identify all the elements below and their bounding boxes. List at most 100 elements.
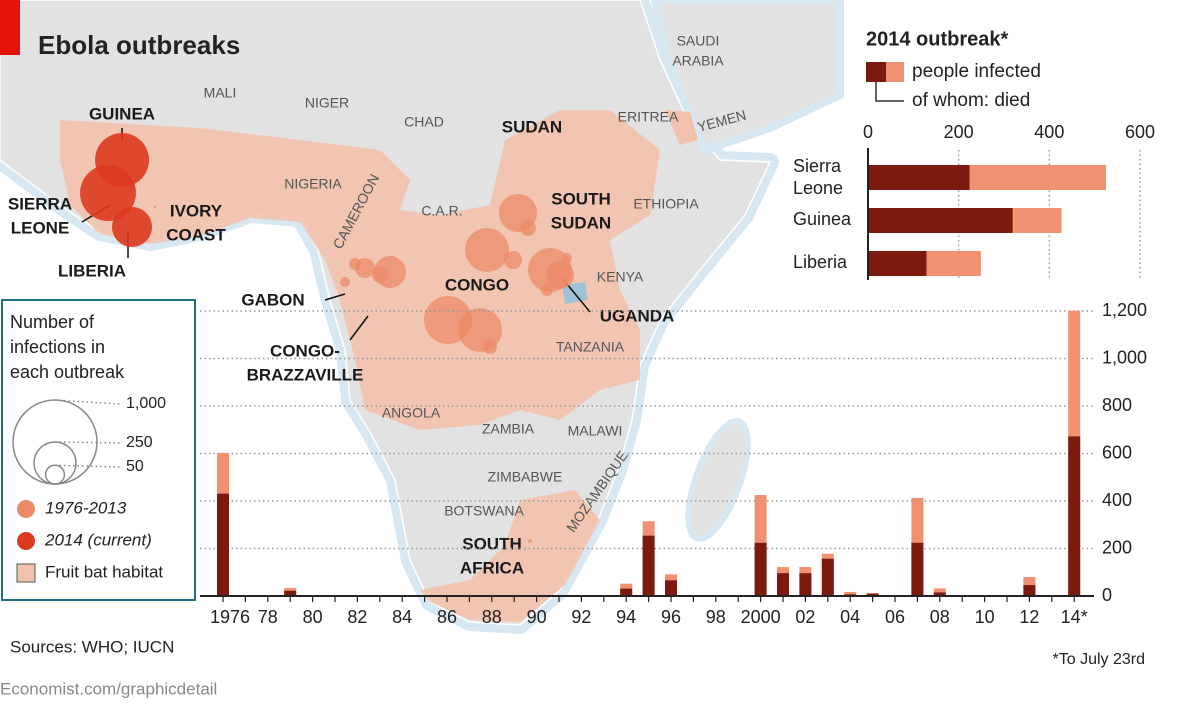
outbreak-label: CONGO- xyxy=(270,341,340,360)
legend-swatch xyxy=(17,500,35,518)
legend-swatch xyxy=(886,62,904,82)
y-tick-label: 800 xyxy=(1102,395,1132,415)
bar xyxy=(868,208,1013,233)
outbreak-bubble xyxy=(111,206,153,248)
legend-bracket xyxy=(875,82,904,102)
country-label: ETHIOPIA xyxy=(633,196,699,212)
x-tick-label: 94 xyxy=(616,607,636,627)
bar xyxy=(217,493,229,596)
legend-title: Number of xyxy=(10,312,95,332)
outbreak-label: LEONE xyxy=(11,218,70,237)
x-tick-label: 98 xyxy=(706,607,726,627)
country-label: ZIMBABWE xyxy=(488,469,563,485)
outbreak-label: SOUTH xyxy=(551,189,611,208)
y-tick-label: 1,000 xyxy=(1102,347,1147,367)
country-label: BOTSWANA xyxy=(444,503,524,519)
bar xyxy=(665,580,677,596)
legend-label: 2014 (current) xyxy=(44,530,152,549)
y-tick-label: 200 xyxy=(1102,537,1132,557)
x-tick-label: 04 xyxy=(840,607,860,627)
y-tick-label: 0 xyxy=(1102,585,1112,605)
brand-box xyxy=(0,0,20,55)
bar xyxy=(1068,436,1081,596)
legend-label: people infected xyxy=(912,61,1041,82)
chart-title: 2014 outbreak* xyxy=(866,28,1009,50)
outbreak-label: GUINEA xyxy=(89,104,155,123)
outbreak-label: GABON xyxy=(241,290,304,309)
outbreak-label: LIBERIA xyxy=(58,261,126,280)
category-label: Sierra Leone xyxy=(793,156,843,198)
size-label: 1,000 xyxy=(126,395,166,412)
legend-label: of whom: died xyxy=(912,90,1030,111)
outbreak-label: SIERRA xyxy=(8,194,72,213)
outbreak-bubble xyxy=(482,339,498,355)
y-tick-label: 1,200 xyxy=(1102,300,1147,320)
legend-label: Fruit bat habitat xyxy=(45,562,163,581)
outbreak-bubble xyxy=(541,284,553,296)
x-tick-label: 88 xyxy=(482,607,502,627)
arabia xyxy=(650,0,844,155)
outbreak-bubble xyxy=(372,267,388,283)
x-tick-label: 400 xyxy=(1034,122,1064,142)
legend-title: each outbreak xyxy=(10,362,125,382)
country-label: ARABIA xyxy=(672,53,724,69)
bar xyxy=(777,573,789,596)
bat-habitat-yemen xyxy=(665,110,698,145)
bar xyxy=(754,542,767,596)
x-tick-label: 02 xyxy=(795,607,815,627)
x-tick-label: 12 xyxy=(1019,607,1039,627)
bar xyxy=(868,251,927,276)
outbreak-label: IVORY xyxy=(170,201,223,220)
bar xyxy=(642,535,655,596)
outbreak-label: BRAZZAVILLE xyxy=(247,365,364,384)
country-label: TANZANIA xyxy=(556,339,625,355)
outbreak-label: CONGO xyxy=(445,275,509,294)
x-tick-label: 06 xyxy=(885,607,905,627)
bar xyxy=(844,591,857,596)
bar xyxy=(868,165,970,190)
legend-title: infections in xyxy=(10,337,105,357)
y-tick-label: 600 xyxy=(1102,442,1132,462)
outbreak-bubble xyxy=(80,165,136,221)
bar xyxy=(799,573,812,596)
outbreak-bubble xyxy=(528,539,532,543)
bar xyxy=(933,588,946,596)
x-tick-label: 600 xyxy=(1125,122,1155,142)
category-label: Guinea xyxy=(793,209,852,229)
outbreak-bubble xyxy=(520,220,536,236)
size-leader xyxy=(54,464,121,468)
page-title: Ebola outbreaks xyxy=(38,30,240,60)
legend-swatch xyxy=(866,62,886,82)
size-leader xyxy=(54,441,121,444)
size-label: 250 xyxy=(126,434,153,451)
outbreak-bubble xyxy=(349,258,361,270)
country-label: MALI xyxy=(204,85,237,101)
outbreak-label: SUDAN xyxy=(551,213,611,232)
outbreak-label: SUDAN xyxy=(502,117,562,136)
country-label: CHAD xyxy=(404,114,444,130)
x-tick-label: 2000 xyxy=(741,607,781,627)
size-leader xyxy=(54,399,121,405)
bar xyxy=(866,593,879,596)
x-tick-label: 08 xyxy=(930,607,950,627)
country-label: C.A.R. xyxy=(421,203,462,219)
bar xyxy=(1023,585,1036,596)
x-tick-label: 14* xyxy=(1061,607,1088,627)
legend-swatch xyxy=(16,563,36,583)
legend-box xyxy=(1,299,196,601)
x-tick-label: 82 xyxy=(347,607,367,627)
legend-label: 1976-2013 xyxy=(45,498,127,517)
bat-habitat-south xyxy=(420,490,600,622)
category-label: Liberia xyxy=(793,252,848,272)
country-label: SAUDI xyxy=(677,33,720,49)
outbreak-label: COAST xyxy=(166,225,226,244)
x-tick-label: 80 xyxy=(303,607,323,627)
country-label: ERITREA xyxy=(618,109,679,125)
outbreak-label: SOUTH xyxy=(462,534,522,553)
x-tick-label: 96 xyxy=(661,607,681,627)
country-label: NIGERIA xyxy=(284,176,342,192)
country-label: ANGOLA xyxy=(382,405,441,421)
bar xyxy=(284,590,297,596)
x-tick-label: 200 xyxy=(944,122,974,142)
